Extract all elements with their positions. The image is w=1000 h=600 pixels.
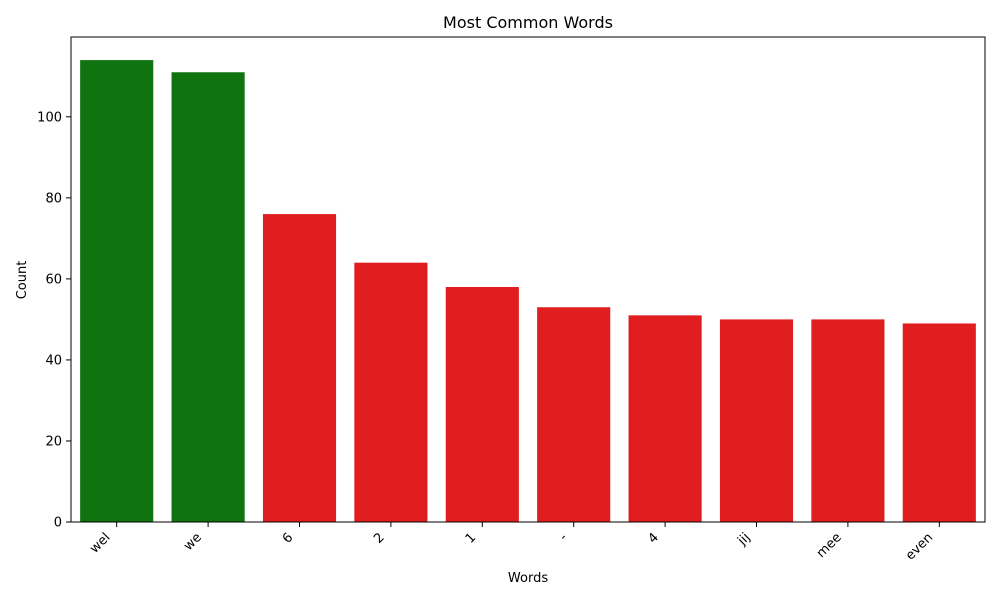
x-tick-label: 2 [371,530,387,546]
x-tick-label: mee [814,530,845,561]
x-tick-label: even [903,530,936,563]
chart-title: Most Common Words [443,13,613,32]
y-tick-label: 100 [37,110,62,125]
y-tick-label: 0 [54,516,62,531]
y-axis-ticks: 0 20 40 60 80 100 [37,110,71,531]
x-tick-label: we [181,530,205,554]
bar-4 [445,286,519,522]
bar-1 [171,72,245,523]
x-tick-label: jij [734,530,753,549]
bar-3 [354,262,428,522]
bar-8 [811,319,885,522]
y-axis-label: Count [15,261,30,300]
plot-frame [70,36,986,523]
y-tick-label: 80 [45,191,62,206]
bar-5 [537,307,611,522]
x-tick-label: 4 [645,530,661,546]
x-tick-label: wel [87,530,113,556]
bar-6 [628,315,702,522]
y-tick-label: 40 [45,353,62,368]
x-tick-label: - [557,530,571,544]
bar-9 [902,323,976,522]
bar-0 [80,60,154,522]
x-tick-label: 1 [463,530,479,546]
x-tick-label: 6 [280,530,296,546]
x-axis-label: Words [508,571,548,586]
y-tick-label: 60 [45,272,62,287]
bar-7 [719,319,794,522]
bar-2 [262,214,337,523]
bars-group [80,60,976,523]
y-tick-label: 20 [45,434,62,449]
x-axis-ticks: wel we 6 2 1 - 4 jij mee even [87,522,940,563]
